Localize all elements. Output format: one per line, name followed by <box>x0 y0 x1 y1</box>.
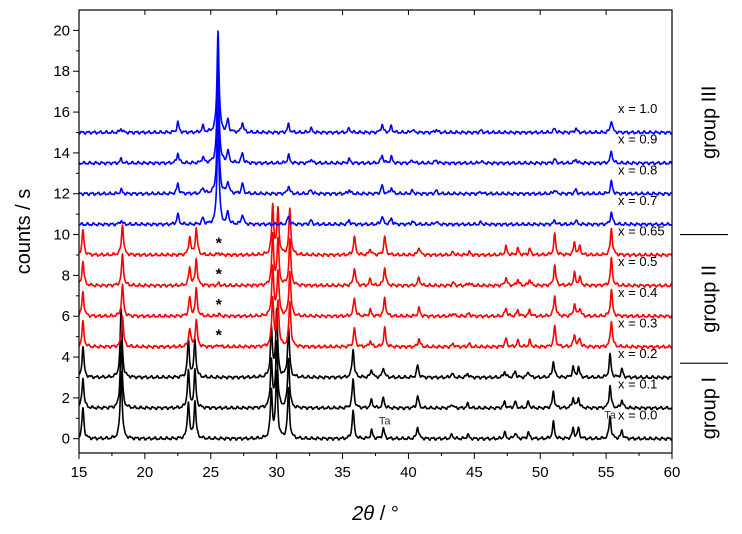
impurity-star-marker: * <box>216 236 223 253</box>
axes-layer: 15 20 25 30 35 40 45 50 55 60 0 2 4 6 8 10 12 14 16 18 20 <box>53 10 680 481</box>
series-line-0.2 <box>78 307 673 380</box>
x-tick-label: 30 <box>268 464 285 481</box>
x-tick-label: 40 <box>400 464 417 481</box>
y-tick-label: 8 <box>62 267 70 284</box>
impurity-star-marker: * <box>216 297 223 314</box>
series-line-0.0 <box>78 369 673 442</box>
series-label-0.8: x = 0.8 <box>618 162 657 177</box>
x-tick-label: 15 <box>71 464 88 481</box>
series-label-0.2: x = 0.2 <box>618 346 657 361</box>
ta-marker: Ta <box>379 415 392 427</box>
x-tick-label: 50 <box>532 464 549 481</box>
x-tick-label: 60 <box>664 464 681 481</box>
y-tick-label: 4 <box>62 349 70 366</box>
series-label-0.65: x = 0.65 <box>618 224 665 239</box>
y-tick-label: 16 <box>53 104 70 121</box>
series-line-1.0 <box>78 30 673 135</box>
series-line-0.9 <box>78 59 673 166</box>
y-axis-title: counts / s <box>13 189 35 275</box>
y-tick-label: 0 <box>62 431 70 448</box>
series-label-0.5: x = 0.5 <box>618 254 657 269</box>
y-tick-label: 12 <box>53 186 70 203</box>
ta-marker: Ta <box>604 409 617 421</box>
series-label-0.3: x = 0.3 <box>618 315 657 330</box>
series-line-0.65 <box>78 202 673 258</box>
x-tick-label: 35 <box>334 464 351 481</box>
series-label-0.7: x = 0.7 <box>618 193 657 208</box>
series-label-0.0: x = 0.0 <box>618 407 657 422</box>
x-axis-title-rest: / ° <box>374 503 399 525</box>
curves-layer <box>78 30 673 442</box>
y-tick-label: 2 <box>62 390 70 407</box>
impurity-star-marker: * <box>216 266 223 283</box>
y-tick-label: 18 <box>53 63 70 80</box>
series-line-0.5 <box>78 232 673 288</box>
series-line-0.8 <box>78 89 673 197</box>
group-brackets: group I group II group III <box>680 86 728 439</box>
y-tick-label: 10 <box>53 227 70 244</box>
x-tick-label: 20 <box>137 464 154 481</box>
series-label-0.1: x = 0.1 <box>618 377 657 392</box>
x-tick-label: 55 <box>598 464 615 481</box>
series-line-0.1 <box>78 339 673 411</box>
impurity-star-marker: * <box>216 328 223 345</box>
y-tick-label: 6 <box>62 308 70 325</box>
x-axis-title: 2θ / ° <box>351 503 399 525</box>
plot-frame <box>78 9 673 454</box>
x-tick-label: 25 <box>202 464 219 481</box>
series-line-0.4 <box>78 264 673 319</box>
annotations-layer: * * * * Ta Ta <box>216 236 617 428</box>
x-axis-title-italic: 2θ <box>351 503 374 525</box>
y-tick-label: 20 <box>53 22 70 39</box>
series-line-0.3 <box>78 295 673 350</box>
series-line-0.7 <box>78 121 673 227</box>
group-label: group II <box>698 265 720 333</box>
group-label: group III <box>698 86 720 159</box>
curve-labels-layer: x = 0.0 x = 0.1 x = 0.2 x = 0.3 x = 0.4 x = 0… <box>618 101 665 422</box>
series-label-0.9: x = 0.9 <box>618 132 657 147</box>
y-tick-label: 14 <box>53 145 70 162</box>
series-label-0.4: x = 0.4 <box>618 285 657 300</box>
series-label-1.0: x = 1.0 <box>618 101 657 116</box>
group-label: group I <box>698 377 720 439</box>
x-tick-label: 45 <box>466 464 483 481</box>
